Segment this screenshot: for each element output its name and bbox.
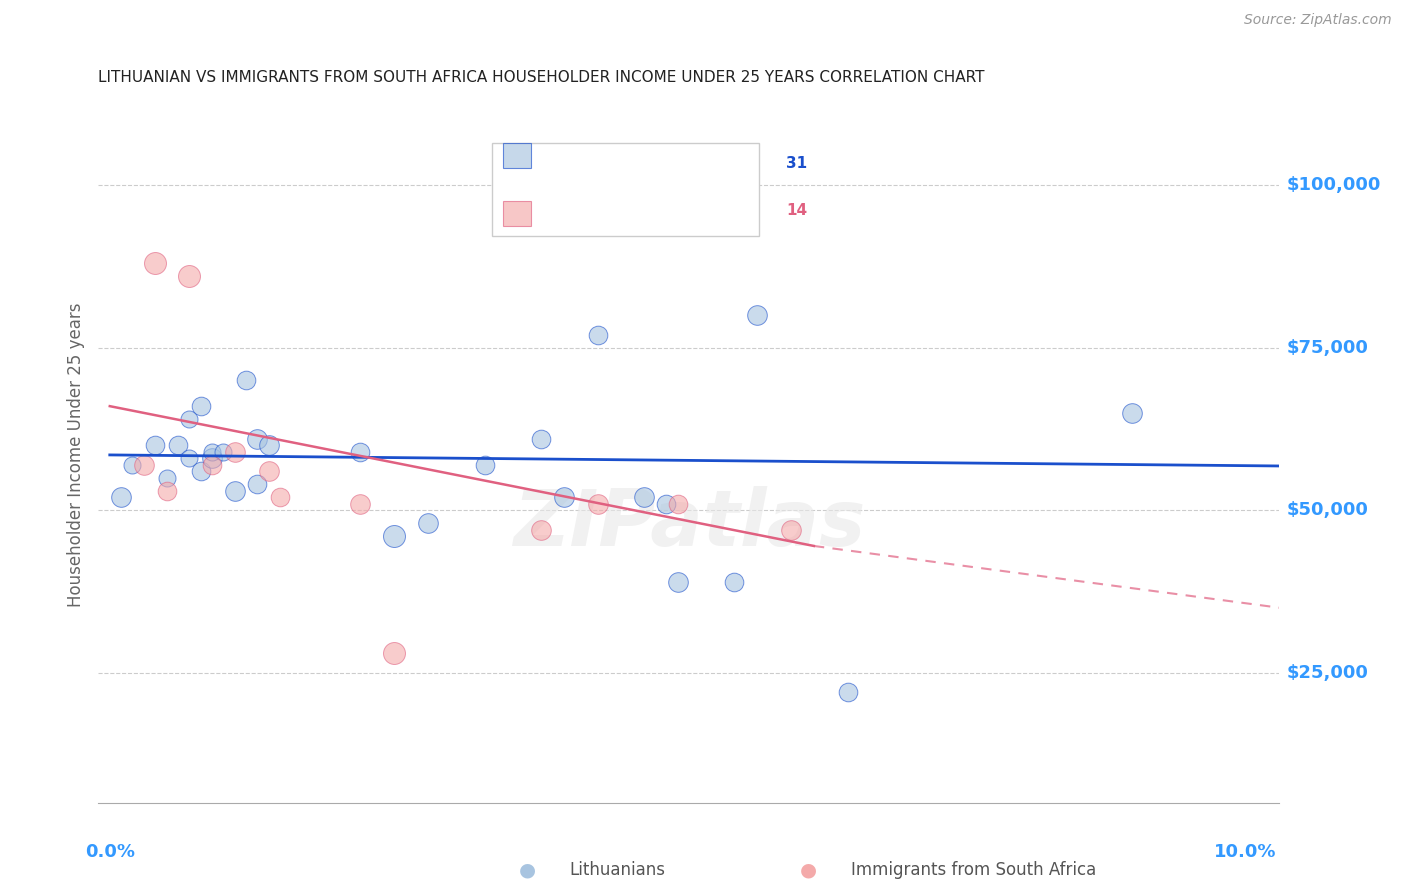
Y-axis label: Householder Income Under 25 years: Householder Income Under 25 years (67, 302, 86, 607)
Text: $25,000: $25,000 (1286, 664, 1368, 681)
Point (382, 646, 405, 660)
Text: 31: 31 (786, 156, 807, 171)
Point (201, 451, 224, 466)
Point (513, 204, 536, 219)
Text: $50,000: $50,000 (1286, 501, 1368, 519)
Point (143, 438, 166, 452)
Point (349, 497, 371, 511)
Text: Lithuanians: Lithuanians (569, 861, 665, 879)
Point (633, 490, 655, 504)
Point (179, 269, 201, 284)
Text: Immigrants from South Africa: Immigrants from South Africa (851, 861, 1095, 879)
Point (382, 529, 405, 543)
Point (553, 490, 575, 504)
Point (416, 516, 439, 531)
Point (110, 490, 132, 504)
Point (155, 471, 177, 485)
Text: R =: R = (567, 156, 595, 171)
Point (586, 327, 609, 342)
Text: N =: N = (727, 156, 756, 171)
Text: -0.016: -0.016 (626, 156, 681, 171)
Point (723, 574, 745, 589)
Text: 14: 14 (786, 202, 807, 218)
Point (190, 399, 212, 413)
Point (586, 497, 609, 511)
Text: N =: N = (727, 202, 756, 218)
Text: ●: ● (800, 860, 817, 880)
Point (201, 458, 224, 472)
Point (269, 490, 291, 504)
Point (190, 464, 212, 478)
Point (257, 438, 280, 452)
Text: 0.0%: 0.0% (84, 843, 135, 861)
Point (837, 685, 859, 699)
Text: ZIPatlas: ZIPatlas (513, 486, 865, 563)
Point (745, 308, 768, 322)
Point (132, 458, 155, 472)
Point (224, 444, 246, 458)
Point (212, 444, 235, 458)
Text: 10.0%: 10.0% (1215, 843, 1277, 861)
Point (666, 497, 689, 511)
Point (655, 497, 678, 511)
Point (143, 256, 166, 270)
Text: R =: R = (567, 202, 595, 218)
Point (474, 458, 496, 472)
Text: Source: ZipAtlas.com: Source: ZipAtlas.com (1244, 13, 1392, 28)
Text: $100,000: $100,000 (1286, 176, 1381, 194)
Point (235, 373, 257, 387)
Text: -0.267: -0.267 (626, 202, 681, 218)
Point (201, 444, 224, 458)
Point (257, 464, 280, 478)
Point (530, 523, 553, 537)
Text: $75,000: $75,000 (1286, 339, 1368, 357)
Point (224, 483, 246, 498)
Point (780, 523, 803, 537)
Point (121, 458, 143, 472)
Point (1121, 406, 1143, 420)
Point (530, 432, 553, 446)
Point (246, 477, 269, 491)
Text: ●: ● (519, 860, 536, 880)
Point (179, 451, 201, 466)
Point (246, 432, 269, 446)
Point (666, 574, 689, 589)
Point (513, 157, 536, 171)
Point (167, 438, 190, 452)
Point (155, 483, 177, 498)
Text: LITHUANIAN VS IMMIGRANTS FROM SOUTH AFRICA HOUSEHOLDER INCOME UNDER 25 YEARS COR: LITHUANIAN VS IMMIGRANTS FROM SOUTH AFRI… (98, 70, 986, 85)
Point (349, 444, 371, 458)
Point (179, 412, 201, 426)
